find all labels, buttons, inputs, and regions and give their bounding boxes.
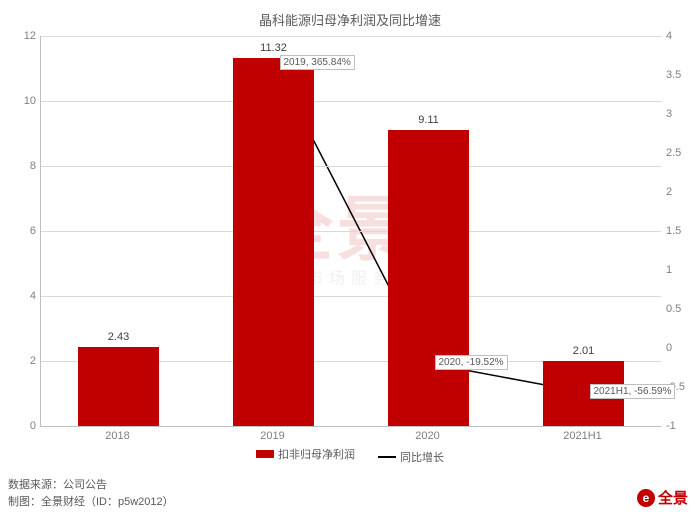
plot-region: 全景 资本市场服务平台 024681012-1-0.500.511.522.53… [40, 36, 661, 427]
legend-line-label: 同比增长 [400, 449, 444, 465]
line-point-label: 2020, -19.52% [435, 355, 508, 370]
bar-value-label: 11.32 [260, 42, 287, 54]
logo-text: 全景 [658, 487, 688, 508]
legend-bar-label: 扣非归母净利润 [278, 446, 355, 462]
x-axis-label: 2020 [415, 430, 439, 442]
corner-logo: e 全景 [637, 487, 688, 508]
bar [233, 58, 314, 426]
legend: 扣非归母净利润 同比增长 [0, 446, 700, 465]
logo-icon: e [637, 489, 655, 507]
x-axis-label: 2021H1 [563, 430, 602, 442]
line-point-label: 2019, 365.84% [280, 55, 355, 70]
bar-value-label: 9.11 [418, 114, 439, 126]
bar-value-label: 2.01 [573, 345, 594, 357]
line-point-label: 2021H1, -56.59% [590, 384, 676, 399]
bar [78, 347, 159, 426]
bar-value-label: 2.43 [108, 331, 129, 343]
footer-credit: 制图：全景财经（ID：p5w2012） [8, 494, 174, 511]
legend-bar: 扣非归母净利润 [256, 446, 355, 462]
x-axis-label: 2019 [260, 430, 284, 442]
footer: 数据来源：公司公告 制图：全景财经（ID：p5w2012） [8, 477, 174, 510]
x-axis-label: 2018 [105, 430, 129, 442]
line-swatch [378, 456, 396, 458]
chart-title: 晶科能源归母净利润及同比增速 [0, 0, 700, 29]
footer-source: 数据来源：公司公告 [8, 477, 174, 494]
bar [388, 130, 469, 426]
chart-area: 全景 资本市场服务平台 024681012-1-0.500.511.522.53… [40, 36, 660, 446]
legend-line: 同比增长 [378, 449, 444, 465]
bar-swatch [256, 450, 274, 458]
